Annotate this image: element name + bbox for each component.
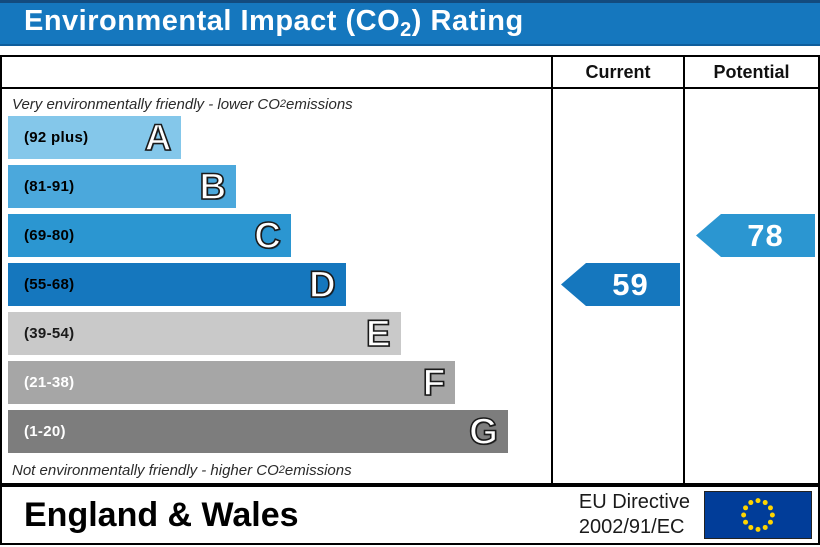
potential-arrow-area: 78 xyxy=(685,89,818,483)
region-name: England & Wales xyxy=(24,495,299,534)
band-range-label: (1-20) xyxy=(24,423,66,440)
band-bar-F: (21-38) F xyxy=(8,361,456,404)
band-bar-A: (92 plus) A xyxy=(8,116,182,159)
bottom-caption: Not environmentally friendly - higher CO… xyxy=(12,461,352,479)
chart-column-header xyxy=(2,57,551,89)
band-range-label: (69-80) xyxy=(24,227,75,244)
chart-column: Very environmentally friendly - lower CO… xyxy=(2,57,553,483)
title-bar: Environmental Impact (CO2) Rating xyxy=(0,0,820,46)
band-letter: E xyxy=(365,313,391,354)
band-bar-G: (1-20) G xyxy=(8,410,508,453)
band-letter: A xyxy=(144,117,172,158)
rating-table: Very environmentally friendly - lower CO… xyxy=(0,55,820,485)
band-row-A: (92 plus) A xyxy=(8,116,545,165)
band-range-label: (39-54) xyxy=(24,325,75,342)
potential-rating-value: 78 xyxy=(747,217,784,253)
band-row-B: (81-91) B xyxy=(8,165,545,214)
band-range-label: (55-68) xyxy=(24,276,75,293)
band-letter: D xyxy=(308,264,336,305)
band-range-label: (81-91) xyxy=(24,178,75,195)
band-row-D: (55-68) D xyxy=(8,263,545,312)
potential-column: Potential 78 xyxy=(685,57,818,483)
band-letter: B xyxy=(199,166,227,207)
band-range-label: (92 plus) xyxy=(24,129,89,146)
current-rating-arrow: 59 xyxy=(561,263,680,306)
chart-body: Very environmentally friendly - lower CO… xyxy=(2,89,551,483)
current-arrow-area: 59 xyxy=(553,89,683,483)
band-bar-D: (55-68) D xyxy=(8,263,346,306)
band-bar-B: (81-91) B xyxy=(8,165,237,208)
band-bar-E: (39-54) E xyxy=(8,312,401,355)
band-bar-C: (69-80) C xyxy=(8,214,291,257)
band-letter: G xyxy=(468,411,498,452)
eu-directive-text: EU Directive 2002/91/EC xyxy=(578,491,690,538)
current-column-header: Current xyxy=(553,57,683,89)
eu-flag-icon xyxy=(704,491,812,539)
potential-rating-arrow: 78 xyxy=(696,214,815,257)
band-row-F: (21-38) F xyxy=(8,361,545,410)
top-caption: Very environmentally friendly - lower CO… xyxy=(12,95,353,113)
band-row-C: (69-80) C xyxy=(8,214,545,263)
band-row-E: (39-54) E xyxy=(8,312,545,361)
current-rating-value: 59 xyxy=(612,266,649,302)
current-column: Current 59 xyxy=(553,57,685,483)
footer-bar: England & Wales EU Directive 2002/91/EC xyxy=(0,485,820,545)
potential-column-header: Potential xyxy=(685,57,818,89)
band-letter: F xyxy=(422,362,446,403)
band-letter: C xyxy=(253,215,281,256)
band-list: (92 plus) A (81-91) B (69-80) C (55-68) D (39-54… xyxy=(8,116,545,459)
band-row-G: (1-20) G xyxy=(8,410,545,459)
band-range-label: (21-38) xyxy=(24,374,75,391)
page-title: Environmental Impact (CO2) Rating xyxy=(24,5,524,41)
